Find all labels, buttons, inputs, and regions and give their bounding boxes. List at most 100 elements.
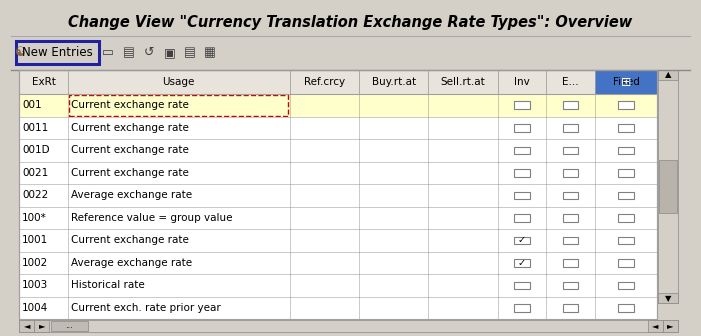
Bar [515, 124, 530, 132]
Bar [20, 297, 658, 319]
Bar [515, 146, 530, 154]
Bar [595, 70, 658, 94]
Text: 100*: 100* [22, 213, 47, 223]
Bar [34, 320, 49, 332]
Text: 001D: 001D [22, 145, 50, 155]
Bar [515, 214, 530, 222]
Bar [515, 192, 530, 199]
Bar [11, 38, 690, 67]
Text: Sell.rt.at: Sell.rt.at [441, 77, 486, 87]
Text: Current exchange rate: Current exchange rate [72, 236, 189, 245]
Text: ▤: ▤ [123, 46, 135, 59]
Bar [618, 282, 634, 289]
Bar [618, 124, 634, 132]
Bar [20, 70, 658, 319]
Bar [563, 282, 578, 289]
Text: ◄: ◄ [24, 322, 30, 330]
Text: ✓: ✓ [518, 258, 526, 268]
Bar [618, 304, 634, 312]
Text: 0011: 0011 [22, 123, 48, 133]
Bar [563, 101, 578, 109]
Bar [515, 259, 530, 267]
Text: E...: E... [562, 77, 579, 87]
Bar [618, 237, 634, 244]
Text: 1002: 1002 [22, 258, 48, 268]
Bar [515, 169, 530, 177]
Bar [658, 70, 679, 80]
Bar [563, 146, 578, 154]
Bar [662, 320, 678, 332]
Bar [20, 252, 658, 274]
Bar [563, 214, 578, 222]
Text: Reference value = group value: Reference value = group value [72, 213, 233, 223]
Text: Inv: Inv [514, 77, 530, 87]
Text: 001: 001 [22, 100, 41, 110]
Bar [20, 320, 678, 332]
Text: Average exchange rate: Average exchange rate [72, 191, 192, 200]
Bar [515, 304, 530, 312]
Bar [658, 293, 679, 303]
Bar [659, 160, 677, 213]
Bar [515, 237, 530, 244]
Bar [20, 94, 658, 117]
Text: ✓: ✓ [518, 236, 526, 245]
FancyBboxPatch shape [16, 41, 99, 64]
Bar [20, 70, 658, 94]
Bar [618, 101, 634, 109]
Text: ExRt: ExRt [32, 77, 55, 87]
Text: 0021: 0021 [22, 168, 48, 178]
Bar [50, 321, 88, 331]
Text: ☯: ☯ [15, 46, 27, 59]
Text: Current exchange rate: Current exchange rate [72, 145, 189, 155]
Bar [20, 184, 658, 207]
Bar [20, 320, 34, 332]
Text: Fixed: Fixed [613, 77, 639, 87]
Bar [618, 169, 634, 177]
Text: 0022: 0022 [22, 191, 48, 200]
Bar [20, 274, 658, 297]
Text: ▣: ▣ [163, 46, 175, 59]
Bar [563, 169, 578, 177]
Bar [563, 124, 578, 132]
Bar [658, 70, 679, 303]
Bar [563, 259, 578, 267]
Text: ▼: ▼ [665, 294, 672, 303]
Text: Usage: Usage [163, 77, 195, 87]
Bar [20, 139, 658, 162]
Text: Current exch. rate prior year: Current exch. rate prior year [72, 303, 221, 313]
Bar [618, 146, 634, 154]
Text: ▲: ▲ [665, 71, 672, 80]
Text: Buy.rt.at: Buy.rt.at [372, 77, 416, 87]
Bar [618, 214, 634, 222]
Text: Change View "Currency Translation Exchange Rate Types": Overview: Change View "Currency Translation Exchan… [69, 15, 632, 30]
Bar [515, 282, 530, 289]
Text: ◄: ◄ [652, 322, 658, 330]
Bar [563, 192, 578, 199]
Text: Historical rate: Historical rate [72, 281, 145, 290]
Text: 1003: 1003 [22, 281, 48, 290]
Bar [563, 304, 578, 312]
Bar [515, 101, 530, 109]
Text: Current exchange rate: Current exchange rate [72, 123, 189, 133]
Bar [20, 117, 658, 139]
Text: 1001: 1001 [22, 236, 48, 245]
Bar [563, 237, 578, 244]
Bar [20, 207, 658, 229]
Bar [20, 229, 658, 252]
Text: Current exchange rate: Current exchange rate [72, 100, 189, 110]
Text: 1004: 1004 [22, 303, 48, 313]
Text: ▭: ▭ [102, 46, 114, 59]
Text: ...: ... [65, 322, 73, 330]
Bar [648, 320, 662, 332]
Text: Ref.crcy: Ref.crcy [304, 77, 345, 87]
Bar [69, 95, 288, 116]
Text: ►: ► [667, 322, 674, 330]
Text: ↺: ↺ [144, 46, 154, 59]
Bar [618, 192, 634, 199]
Text: New Entries: New Entries [22, 46, 93, 59]
Bar [618, 259, 634, 267]
Text: ▤: ▤ [184, 46, 196, 59]
Text: Average exchange rate: Average exchange rate [72, 258, 192, 268]
Text: ⊞: ⊞ [621, 76, 632, 88]
Bar [20, 162, 658, 184]
